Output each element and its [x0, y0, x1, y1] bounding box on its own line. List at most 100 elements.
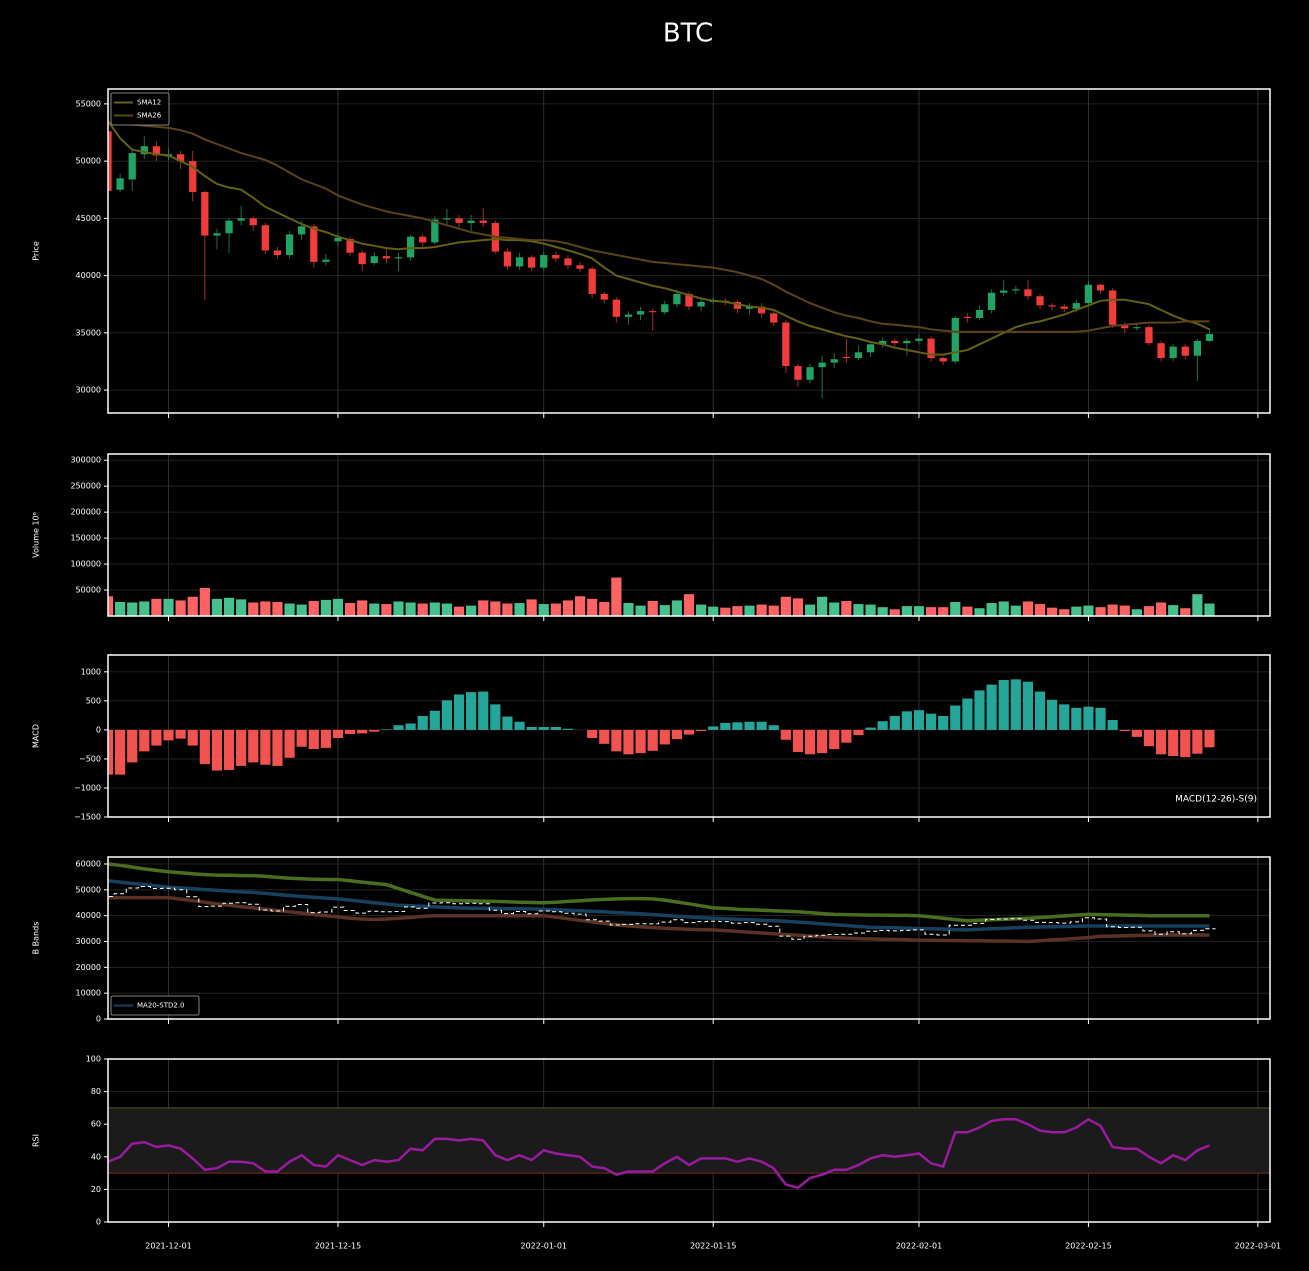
y-tick-label: 30000	[76, 937, 101, 946]
bar	[756, 604, 767, 616]
y-axis-label: Volume 10⁶	[32, 512, 41, 558]
candle-body	[237, 218, 245, 221]
bar	[925, 607, 937, 616]
bar	[635, 729, 646, 754]
bar	[683, 729, 695, 735]
bar	[1131, 609, 1142, 616]
candle-body	[515, 257, 524, 267]
bar	[115, 729, 126, 775]
bar	[768, 725, 779, 730]
y-tick-label: −1000	[74, 783, 101, 792]
bar	[514, 603, 525, 616]
bar	[1059, 609, 1070, 616]
bar	[696, 729, 707, 732]
bar	[1022, 601, 1034, 616]
bar	[199, 729, 210, 765]
bar	[236, 599, 247, 616]
bar	[381, 729, 392, 730]
x-tick-label: 2022-01-15	[690, 1242, 737, 1251]
bar	[829, 602, 840, 616]
bar	[550, 727, 561, 730]
bar	[853, 729, 864, 736]
y-tick-label: 80	[91, 1087, 101, 1096]
candle-body	[975, 309, 984, 318]
bar	[260, 729, 271, 765]
bar	[998, 601, 1009, 616]
bar	[478, 600, 489, 616]
bar	[744, 605, 755, 616]
candle-body	[152, 146, 161, 156]
rsi-line	[108, 1117, 1210, 1190]
candle-body	[406, 236, 415, 258]
candle-body	[540, 255, 548, 268]
bar	[332, 598, 344, 616]
bar	[369, 603, 380, 616]
bar	[562, 728, 574, 730]
candle-body	[552, 255, 560, 259]
legend: SMA12 SMA26	[110, 92, 170, 126]
candle-body	[806, 367, 814, 380]
candle-body	[915, 338, 923, 341]
y-tick-label: 100	[86, 1055, 101, 1064]
bar	[1204, 729, 1215, 748]
y-tick-label: 50000	[76, 157, 101, 166]
candle-body	[1024, 289, 1032, 297]
bar	[115, 601, 126, 616]
bar	[344, 603, 356, 616]
bar	[127, 602, 138, 616]
panel-frame	[107, 88, 1271, 414]
bar	[1071, 707, 1082, 730]
bar	[526, 727, 537, 730]
bar	[708, 726, 719, 730]
panel-frame	[107, 856, 1271, 1020]
candle-body	[298, 226, 306, 235]
bar	[248, 729, 259, 763]
candle-body	[503, 251, 512, 267]
y-tick-label: 40000	[76, 911, 101, 920]
bar	[393, 725, 404, 730]
bar	[962, 698, 973, 730]
candle-body	[939, 358, 947, 362]
candle-body	[1133, 327, 1141, 329]
candle-body	[1096, 284, 1105, 291]
bar	[223, 729, 235, 770]
bar	[768, 605, 779, 616]
bar	[889, 609, 900, 616]
candle-body	[963, 316, 972, 318]
bar	[599, 601, 610, 616]
candle-body	[128, 153, 136, 180]
y-axis-label: MACD	[32, 724, 41, 748]
candle-body	[842, 356, 850, 359]
bar	[671, 729, 682, 740]
bar	[417, 603, 428, 616]
candle-body	[697, 301, 705, 307]
bar	[732, 722, 743, 730]
candle-body	[782, 322, 790, 367]
candle-body	[322, 259, 330, 262]
bar	[108, 596, 114, 616]
legend-label: MA20-STD2.0	[137, 1002, 185, 1010]
candle-body	[685, 293, 693, 307]
bar	[1192, 594, 1203, 616]
bar	[1119, 729, 1130, 732]
candle-body	[624, 314, 633, 317]
bar	[139, 601, 150, 616]
bar	[659, 729, 670, 745]
candle-body	[564, 258, 572, 266]
bar	[696, 604, 707, 616]
bar	[1010, 605, 1021, 616]
bar	[320, 599, 331, 616]
bar	[453, 606, 465, 616]
y-tick-label: 20000	[76, 963, 101, 972]
plot-area	[108, 120, 1214, 399]
bar	[429, 602, 440, 616]
bar	[671, 600, 682, 616]
candle-body	[891, 340, 899, 344]
panel-frame	[107, 453, 1271, 617]
sma-line	[108, 121, 1210, 333]
bar	[538, 604, 549, 616]
bar	[986, 684, 997, 730]
bar	[913, 710, 925, 730]
legend-label: SMA26	[137, 112, 162, 120]
candle-body	[467, 220, 475, 223]
